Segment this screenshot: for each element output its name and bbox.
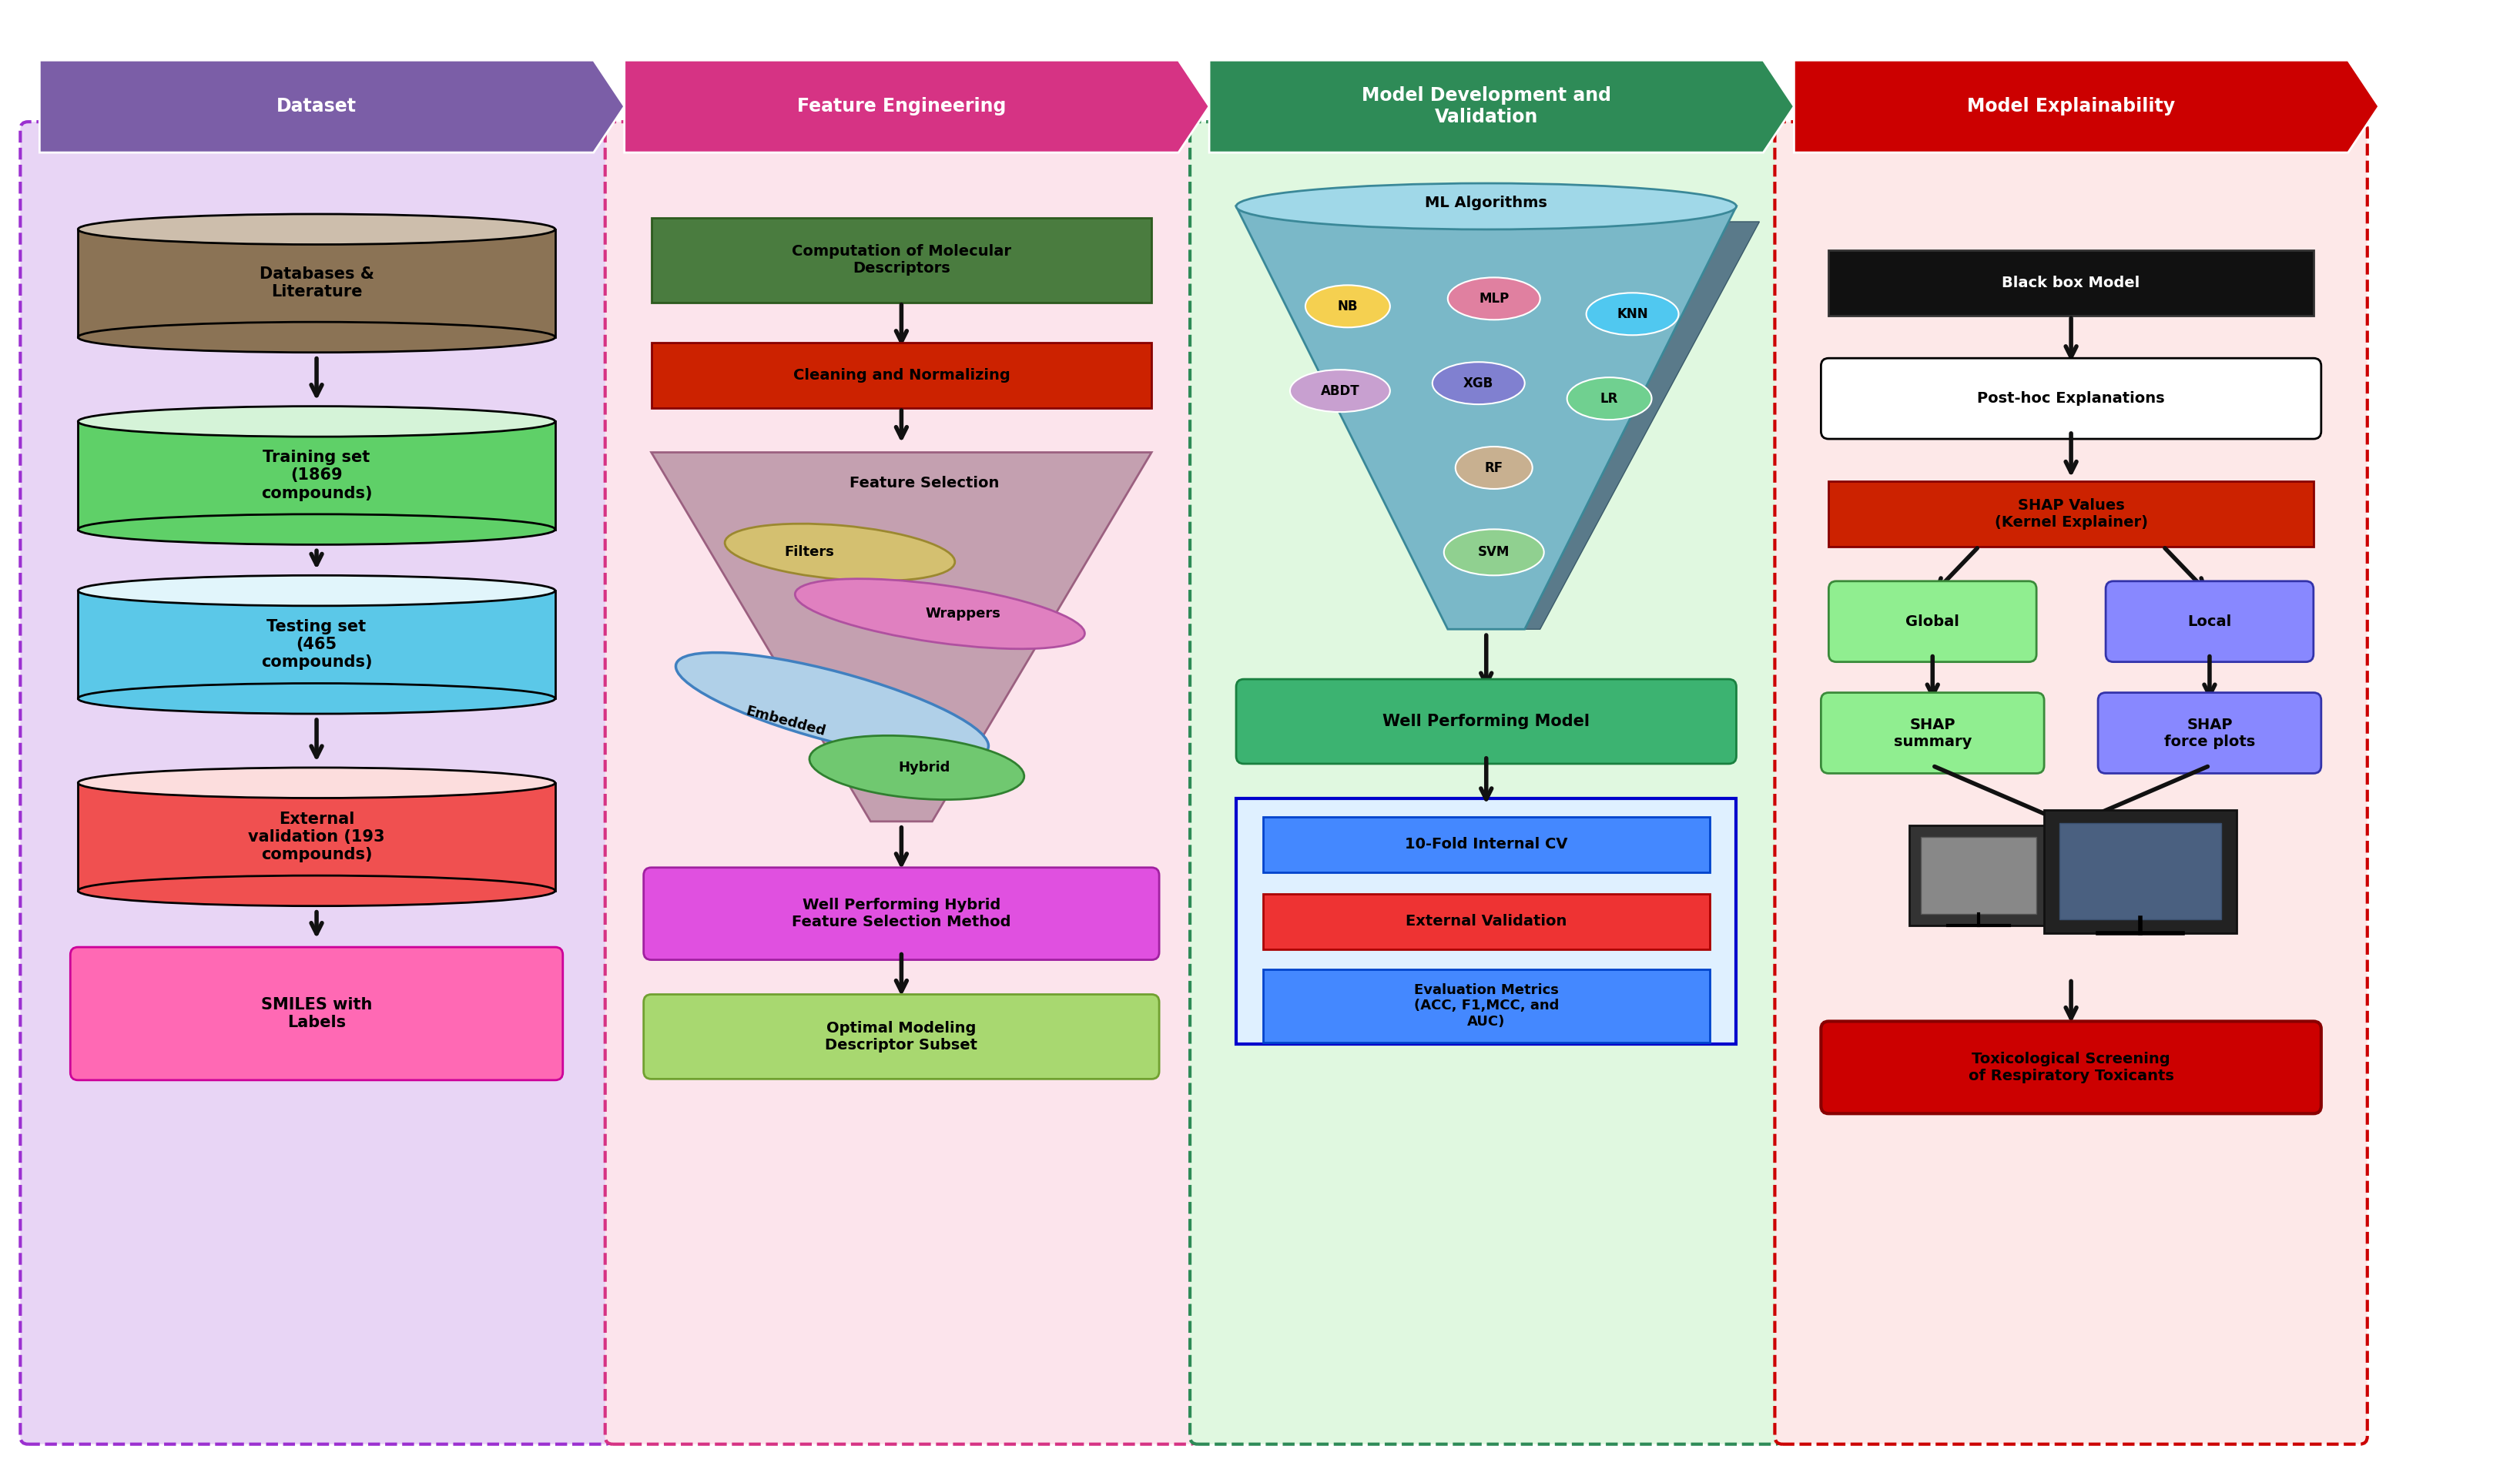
FancyBboxPatch shape xyxy=(1263,970,1709,1042)
Text: Local: Local xyxy=(2187,614,2230,629)
Ellipse shape xyxy=(78,768,554,799)
FancyBboxPatch shape xyxy=(1827,481,2313,546)
Ellipse shape xyxy=(78,514,554,545)
Ellipse shape xyxy=(1290,369,1389,412)
Text: Embedded: Embedded xyxy=(743,704,827,739)
Text: MLP: MLP xyxy=(1479,292,1509,306)
Text: SHAP Values
(Kernel Explainer): SHAP Values (Kernel Explainer) xyxy=(1993,497,2147,530)
Text: Hybrid: Hybrid xyxy=(897,760,950,775)
Ellipse shape xyxy=(1567,378,1651,419)
Ellipse shape xyxy=(1585,292,1678,335)
FancyBboxPatch shape xyxy=(1920,837,2036,914)
FancyBboxPatch shape xyxy=(1235,679,1736,763)
FancyBboxPatch shape xyxy=(1819,692,2044,773)
Text: Computation of Molecular
Descriptors: Computation of Molecular Descriptors xyxy=(791,245,1011,276)
FancyBboxPatch shape xyxy=(78,782,554,892)
FancyBboxPatch shape xyxy=(1774,123,2366,1444)
Ellipse shape xyxy=(1444,530,1542,576)
Text: LR: LR xyxy=(1600,391,1618,406)
FancyBboxPatch shape xyxy=(643,868,1159,959)
Text: SVM: SVM xyxy=(1477,546,1509,559)
Text: 10-Fold Internal CV: 10-Fold Internal CV xyxy=(1404,837,1567,852)
Ellipse shape xyxy=(1446,277,1540,320)
Text: NB: NB xyxy=(1338,300,1358,313)
Text: ABDT: ABDT xyxy=(1320,384,1358,399)
Ellipse shape xyxy=(78,683,554,714)
FancyBboxPatch shape xyxy=(1189,123,1782,1444)
FancyBboxPatch shape xyxy=(1827,582,2036,661)
Text: ML Algorithms: ML Algorithms xyxy=(1424,195,1547,210)
FancyBboxPatch shape xyxy=(71,948,562,1080)
Text: External Validation: External Validation xyxy=(1406,914,1567,928)
Polygon shape xyxy=(1794,61,2379,152)
FancyBboxPatch shape xyxy=(78,229,554,337)
FancyBboxPatch shape xyxy=(605,123,1197,1444)
Text: Post-hoc Explanations: Post-hoc Explanations xyxy=(1976,391,2165,406)
Polygon shape xyxy=(40,61,625,152)
FancyBboxPatch shape xyxy=(2104,582,2313,661)
Text: Well Performing Hybrid
Feature Selection Method: Well Performing Hybrid Feature Selection… xyxy=(791,897,1011,930)
FancyBboxPatch shape xyxy=(2097,692,2321,773)
Text: XGB: XGB xyxy=(1464,376,1494,390)
Text: Well Performing Model: Well Performing Model xyxy=(1383,714,1590,729)
FancyBboxPatch shape xyxy=(1819,1021,2321,1113)
FancyBboxPatch shape xyxy=(1827,251,2313,316)
Text: Black box Model: Black box Model xyxy=(2001,276,2139,291)
Text: KNN: KNN xyxy=(1615,307,1648,320)
Polygon shape xyxy=(1235,207,1736,629)
Ellipse shape xyxy=(794,579,1084,649)
FancyBboxPatch shape xyxy=(1263,893,1709,949)
FancyBboxPatch shape xyxy=(1908,825,2046,925)
Text: Testing set
(465
compounds): Testing set (465 compounds) xyxy=(262,618,373,670)
Text: Global: Global xyxy=(1905,614,1958,629)
FancyBboxPatch shape xyxy=(78,422,554,530)
Text: Cleaning and Normalizing: Cleaning and Normalizing xyxy=(794,368,1011,382)
FancyBboxPatch shape xyxy=(78,590,554,698)
Ellipse shape xyxy=(1305,285,1389,328)
Ellipse shape xyxy=(675,652,988,760)
Text: Feature Engineering: Feature Engineering xyxy=(796,97,1005,115)
Text: Evaluation Metrics
(ACC, F1,MCC, and
AUC): Evaluation Metrics (ACC, F1,MCC, and AUC… xyxy=(1414,983,1557,1029)
Text: SHAP
summary: SHAP summary xyxy=(1893,717,1971,748)
Ellipse shape xyxy=(809,735,1023,800)
Polygon shape xyxy=(625,61,1210,152)
FancyBboxPatch shape xyxy=(2044,810,2235,933)
Ellipse shape xyxy=(78,406,554,437)
Ellipse shape xyxy=(78,214,554,245)
Text: Toxicological Screening
of Respiratory Toxicants: Toxicological Screening of Respiratory T… xyxy=(1968,1052,2172,1083)
Polygon shape xyxy=(650,452,1152,822)
Text: Wrappers: Wrappers xyxy=(925,607,1000,621)
Text: Model Development and
Validation: Model Development and Validation xyxy=(1361,87,1610,127)
FancyBboxPatch shape xyxy=(20,123,612,1444)
Text: Dataset: Dataset xyxy=(277,97,355,115)
Ellipse shape xyxy=(1235,183,1736,229)
Polygon shape xyxy=(1210,61,1794,152)
Polygon shape xyxy=(1260,221,1759,629)
Ellipse shape xyxy=(78,576,554,605)
Ellipse shape xyxy=(1431,362,1525,404)
Text: SHAP
force plots: SHAP force plots xyxy=(2162,717,2255,748)
Text: Optimal Modeling
Descriptor Subset: Optimal Modeling Descriptor Subset xyxy=(824,1021,978,1052)
Text: Feature Selection: Feature Selection xyxy=(849,475,998,490)
FancyBboxPatch shape xyxy=(650,218,1152,303)
Text: External
validation (193
compounds): External validation (193 compounds) xyxy=(247,812,386,862)
Ellipse shape xyxy=(726,524,955,582)
FancyBboxPatch shape xyxy=(1819,359,2321,438)
FancyBboxPatch shape xyxy=(1235,799,1736,1045)
Ellipse shape xyxy=(1454,447,1532,489)
FancyBboxPatch shape xyxy=(650,342,1152,409)
Text: Training set
(1869
compounds): Training set (1869 compounds) xyxy=(262,450,373,500)
Text: Model Explainability: Model Explainability xyxy=(1966,97,2175,115)
Text: Filters: Filters xyxy=(784,546,834,559)
Ellipse shape xyxy=(78,875,554,906)
FancyBboxPatch shape xyxy=(2059,824,2220,920)
Text: RF: RF xyxy=(1484,461,1502,475)
Ellipse shape xyxy=(78,322,554,353)
Text: Databases &
Literature: Databases & Literature xyxy=(260,267,373,300)
FancyBboxPatch shape xyxy=(1263,816,1709,872)
Text: SMILES with
Labels: SMILES with Labels xyxy=(262,996,373,1030)
FancyBboxPatch shape xyxy=(643,995,1159,1079)
